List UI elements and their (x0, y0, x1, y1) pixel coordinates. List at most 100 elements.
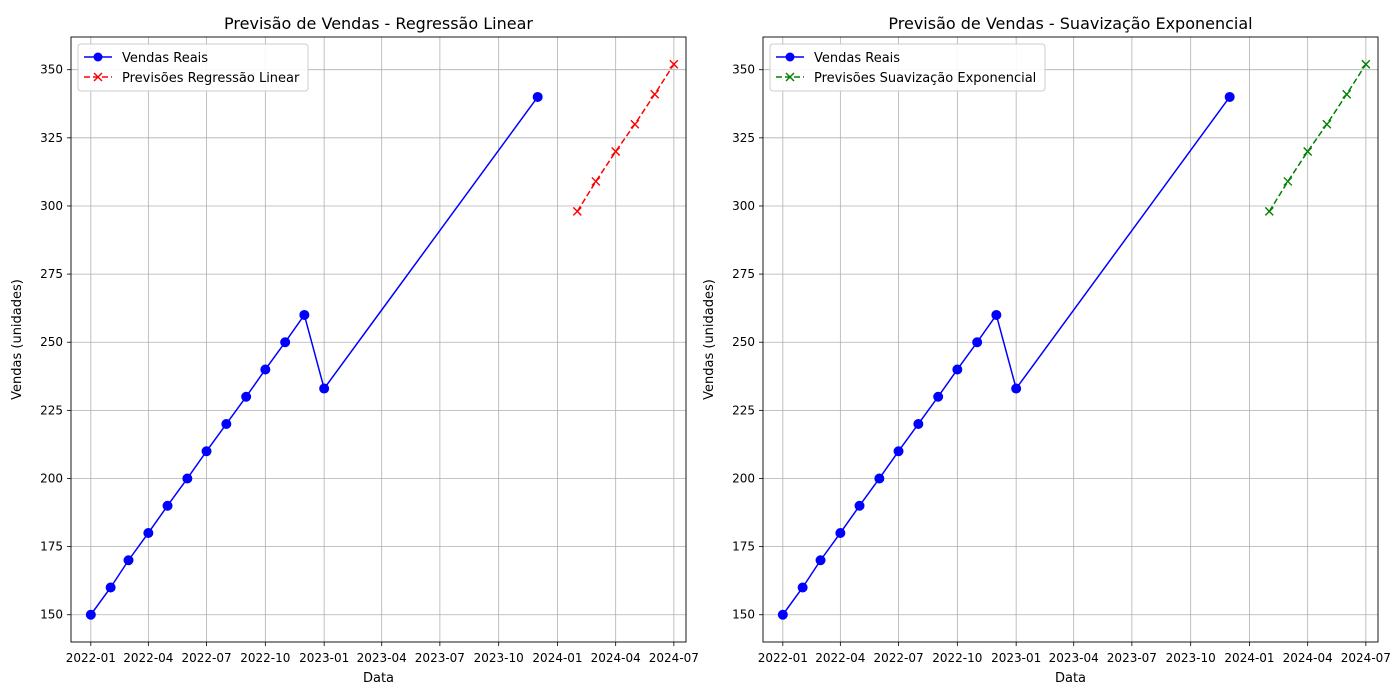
x-tick-label: 2024-07 (1341, 651, 1391, 665)
data-point (221, 418, 232, 429)
data-point (815, 555, 826, 566)
data-point (1011, 383, 1022, 394)
data-point (1264, 206, 1274, 216)
data-point (1322, 119, 1332, 129)
data-point (182, 473, 193, 484)
data-point (572, 206, 582, 216)
y-tick-label: 200 (732, 471, 755, 485)
chart-panel-0: 2022-01 2022-04 2022-07 2022-10 2023-01 2023-… (10, 14, 699, 686)
x-tick-label: 2022-04 (123, 651, 173, 665)
x-tick-label: 2022-07 (873, 651, 923, 665)
data-point (835, 527, 846, 538)
y-tick-label: 225 (40, 403, 63, 417)
series-line (1268, 63, 1367, 212)
series-line (576, 63, 675, 212)
legend-label: Vendas Reais (122, 51, 208, 66)
x-tick-label: 2023-04 (357, 651, 407, 665)
legend-marker (785, 72, 795, 82)
chart-title: Previsão de Vendas - Regressão Linear (224, 14, 533, 33)
y-tick-label: 350 (40, 63, 63, 77)
data-point (1342, 89, 1352, 99)
y-tick-label: 200 (40, 471, 63, 485)
data-point (669, 59, 679, 69)
y-tick-label: 250 (732, 335, 755, 349)
data-point (650, 89, 660, 99)
data-point (123, 555, 134, 566)
data-point (777, 609, 788, 620)
legend-item: Vendas Reais (84, 51, 208, 66)
data-point (933, 391, 944, 402)
y-tick-label: 150 (40, 608, 63, 622)
x-tick-label: 2024-04 (1283, 651, 1333, 665)
x-tick-label: 2023-10 (474, 651, 524, 665)
y-axis-label: Vendas (unidades) (702, 279, 717, 400)
y-tick-label: 300 (40, 199, 63, 213)
data-point (797, 582, 808, 593)
x-tick-label: 2022-07 (181, 651, 231, 665)
legend-box (769, 43, 1046, 92)
data-point (913, 418, 924, 429)
x-tick-label: 2022-01 (758, 651, 808, 665)
series-0 (777, 91, 1235, 620)
y-axis-label: Vendas (unidades) (10, 279, 25, 400)
legend: Vendas Reais Previsões Regressão Linear (77, 43, 309, 92)
y-tick-label: 325 (40, 131, 63, 145)
data-point (85, 609, 96, 620)
legend-item: Previsões Suavização Exponencial (776, 71, 1036, 86)
data-point (1283, 176, 1293, 186)
data-point (532, 91, 543, 102)
x-axis-label: Data (1055, 671, 1086, 686)
legend-label: Vendas Reais (814, 51, 900, 66)
y-tick-label: 300 (732, 199, 755, 213)
data-point (241, 391, 252, 402)
x-tick-label: 2024-01 (1224, 651, 1274, 665)
series-line (90, 96, 539, 616)
chart-panel-1: 2022-01 2022-04 2022-07 2022-10 2023-01 2023-… (702, 14, 1391, 686)
axes-frame (762, 36, 1379, 643)
legend-marker (93, 52, 103, 62)
legend-label: Previsões Suavização Exponencial (814, 71, 1036, 86)
x-axis-label: Data (363, 671, 394, 686)
data-point (972, 337, 983, 348)
data-point (1224, 91, 1235, 102)
x-tick-label: 2022-01 (66, 651, 116, 665)
legend-item: Previsões Regressão Linear (84, 71, 300, 86)
y-tick-label: 350 (732, 63, 755, 77)
x-tick-label: 2023-07 (1107, 651, 1157, 665)
x-tick-label: 2024-04 (591, 651, 641, 665)
data-point (893, 446, 904, 457)
plot-area (71, 37, 686, 642)
legend-item: Vendas Reais (776, 51, 900, 66)
x-tick-label: 2024-01 (532, 651, 582, 665)
data-point (162, 500, 173, 511)
x-tick-label: 2023-07 (415, 651, 465, 665)
data-point (991, 309, 1002, 320)
data-point (105, 582, 116, 593)
legend: Vendas Reais Previsões Suavização Exponen… (769, 43, 1046, 92)
plot-area (763, 37, 1378, 642)
series-0 (85, 91, 543, 620)
legend-box (77, 43, 309, 92)
data-point (1361, 59, 1371, 69)
data-point (591, 176, 601, 186)
data-point (143, 527, 154, 538)
x-tick-label: 2023-10 (1166, 651, 1216, 665)
y-tick-label: 150 (732, 608, 755, 622)
chart-title: Previsão de Vendas - Suavização Exponenc… (888, 14, 1252, 33)
data-point (1303, 146, 1313, 156)
series-1 (1264, 59, 1371, 216)
x-tick-label: 2022-10 (240, 651, 290, 665)
y-tick-label: 250 (40, 335, 63, 349)
series-1 (572, 59, 679, 216)
x-tick-label: 2023-01 (299, 651, 349, 665)
x-tick-label: 2023-04 (1049, 651, 1099, 665)
legend-label: Previsões Regressão Linear (122, 71, 300, 86)
series-line (782, 96, 1231, 616)
legend-marker (785, 52, 795, 62)
y-tick-label: 225 (732, 403, 755, 417)
data-point (611, 146, 621, 156)
y-tick-label: 275 (40, 267, 63, 281)
data-point (201, 446, 212, 457)
data-point (952, 364, 963, 375)
